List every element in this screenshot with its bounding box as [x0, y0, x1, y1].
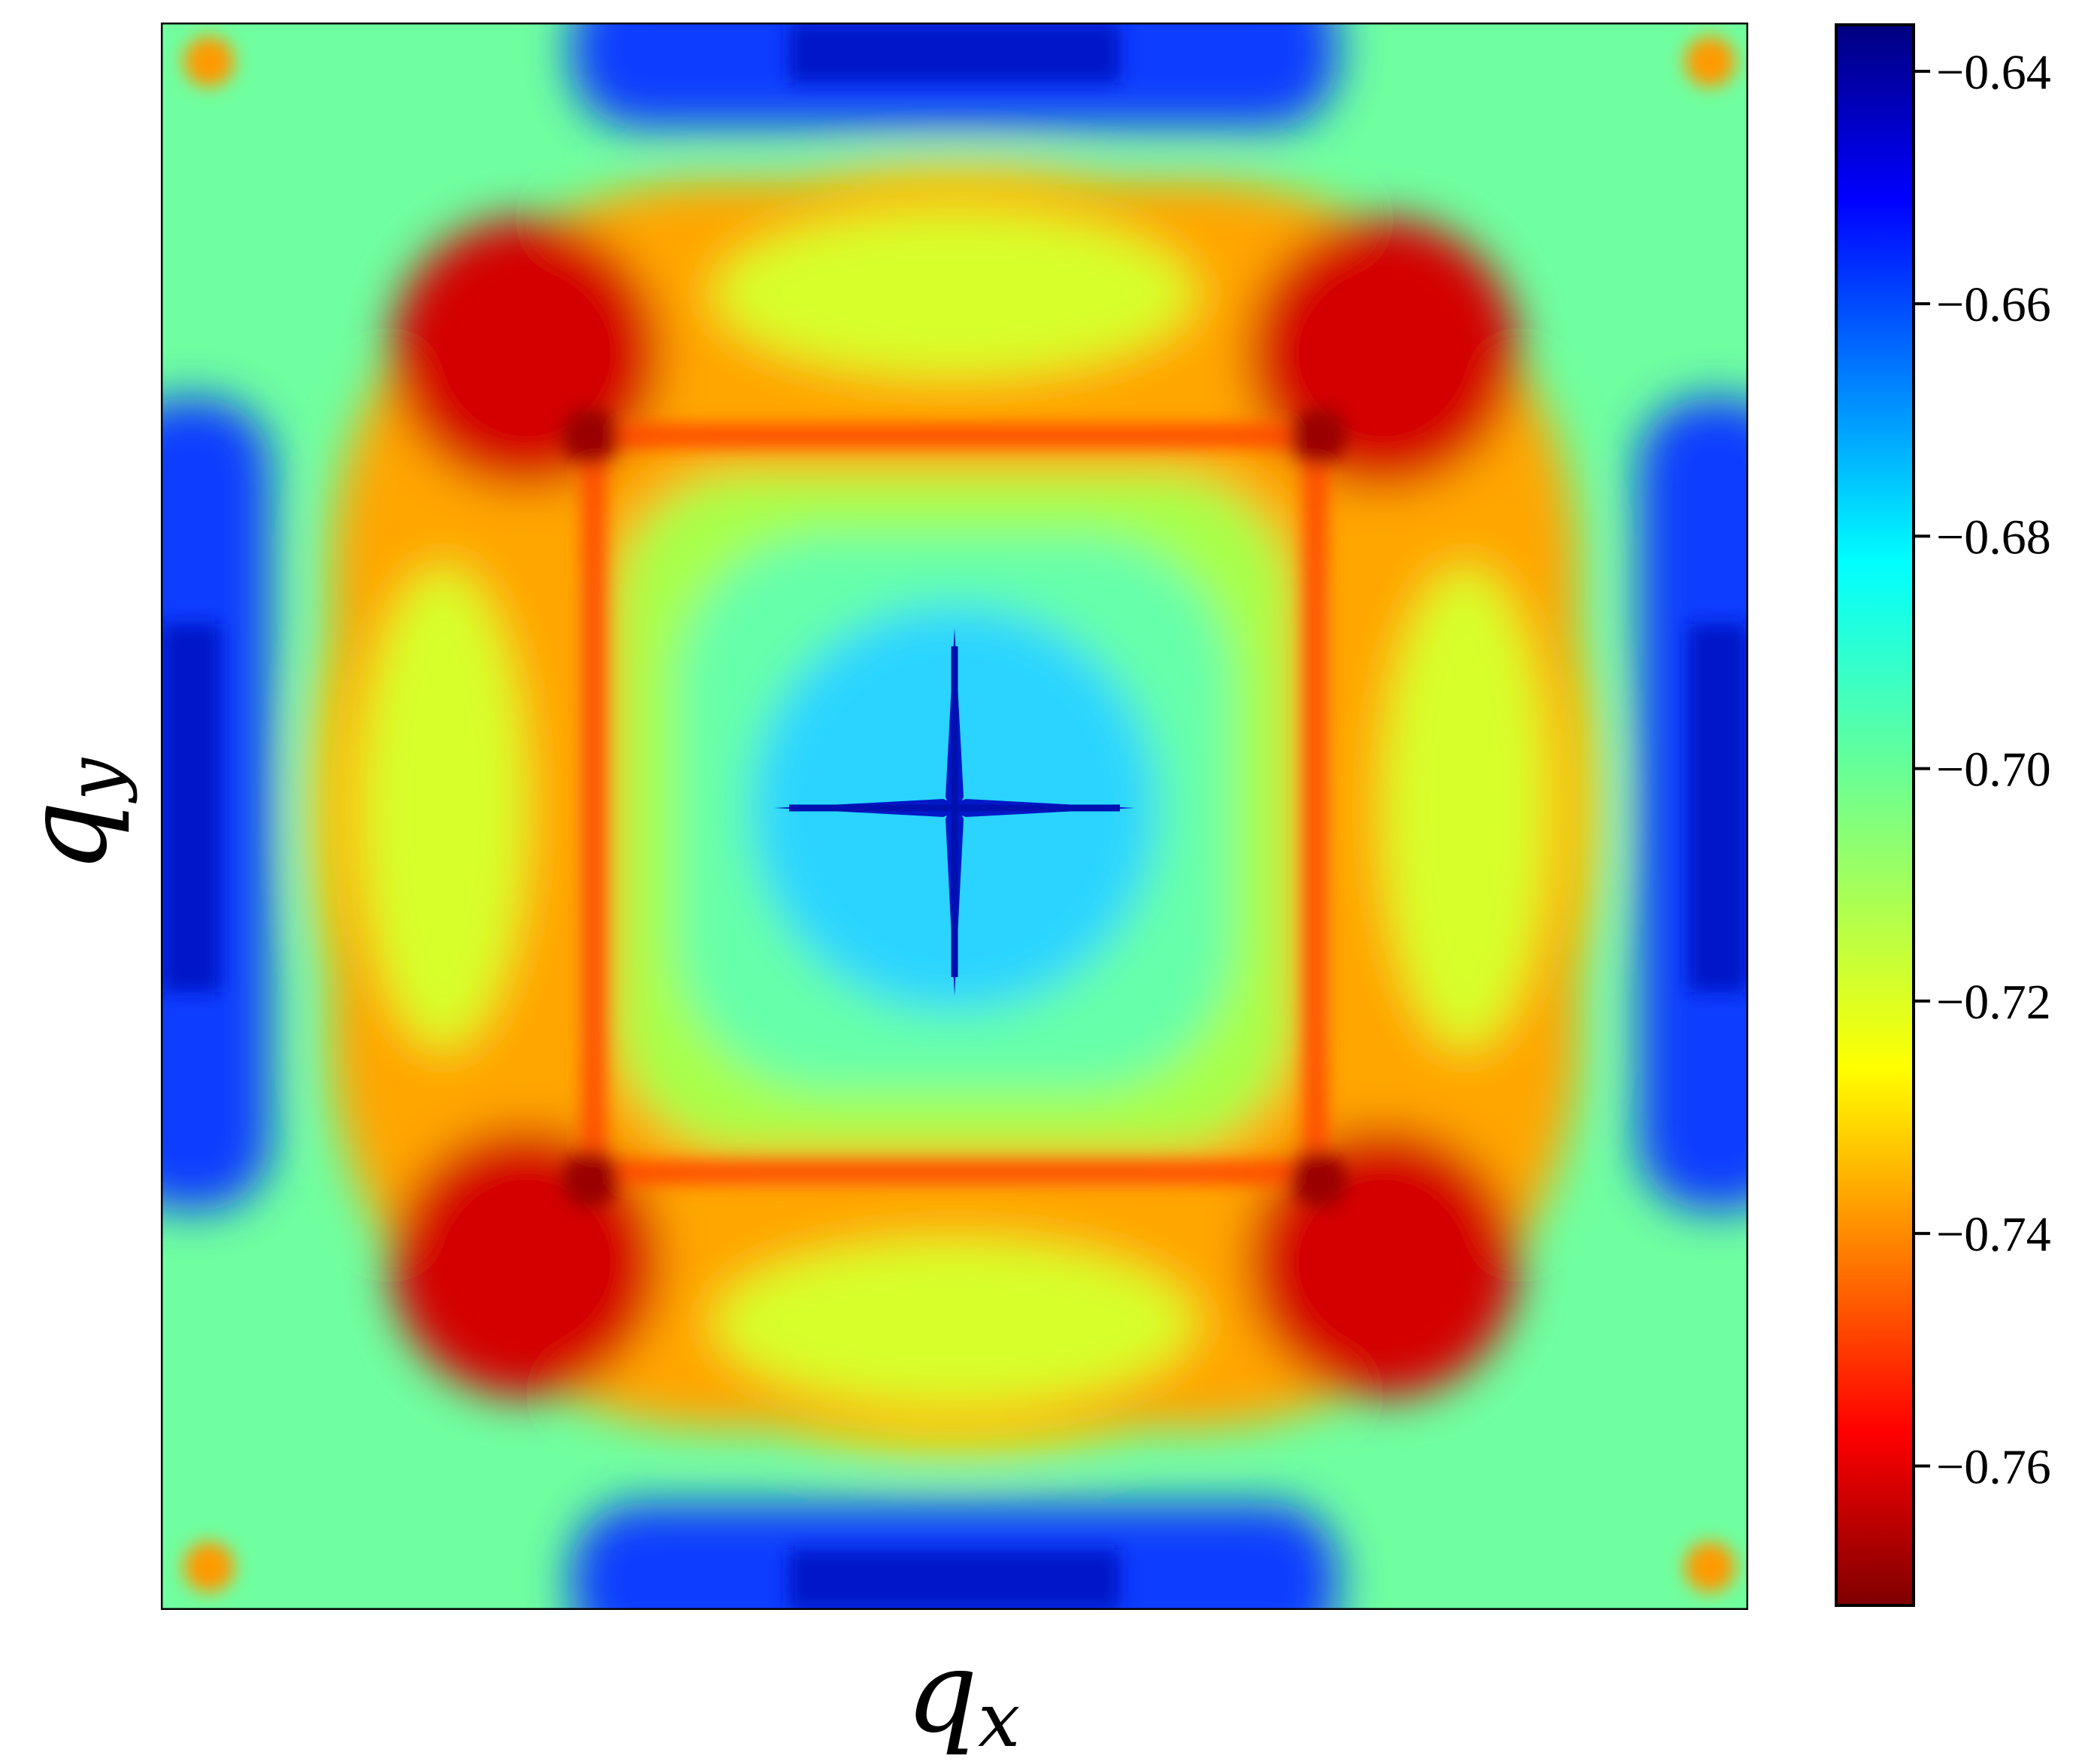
colorbar-tick-label: −0.74: [1936, 1207, 2051, 1262]
side-lobe-left: [361, 567, 526, 1048]
plot-corner-tr: [1684, 36, 1735, 87]
band-right-core: [1688, 624, 1748, 992]
band-bottom-core: [789, 1550, 1120, 1610]
side-lobe-right: [1383, 567, 1548, 1048]
colorbar-tick-label: −0.72: [1936, 975, 2051, 1030]
plot-corner-tl: [183, 36, 235, 87]
lobe-top-left: [391, 218, 661, 489]
plot-corner-bl: [183, 1542, 235, 1593]
band-left-core: [161, 624, 221, 992]
central-cross: [774, 628, 1135, 996]
lobe-top-right: [1248, 218, 1518, 489]
ridge-corner-bl: [561, 1151, 619, 1209]
colorbar-tick-label: −0.76: [1936, 1439, 2051, 1494]
colorbar-tick-label: −0.68: [1936, 510, 2051, 564]
side-lobe-bottom: [714, 1240, 1195, 1405]
heatmap-plot-area: [161, 23, 1748, 1610]
x-axis-label: qx: [906, 1627, 1020, 1764]
band-top-core: [789, 23, 1120, 83]
colorbar-ticks: −0.64 −0.66 −0.68 −0.70 −0.72 −0.74 −0.76: [1914, 45, 2051, 1494]
ridge-corner-tl: [561, 407, 619, 464]
plot-corner-br: [1684, 1542, 1735, 1593]
colorbar-gradient: [1835, 23, 1915, 1607]
y-axis-label: qy: [2, 757, 138, 873]
ridge-corner-br: [1291, 1151, 1348, 1209]
side-lobe-top: [714, 210, 1195, 376]
ridge-corner-tr: [1291, 407, 1348, 464]
colorbar-tick-label: −0.64: [1936, 45, 2051, 100]
colorbar-tick-label: −0.66: [1936, 277, 2051, 332]
heatmap-sharp-features: [161, 23, 1748, 1610]
inner-ridge: [582, 425, 1327, 1184]
colorbar-tick-label: −0.70: [1936, 743, 2051, 797]
colorbar: −0.64 −0.66 −0.68 −0.70 −0.72 −0.74 −0.76: [1835, 23, 2051, 1607]
